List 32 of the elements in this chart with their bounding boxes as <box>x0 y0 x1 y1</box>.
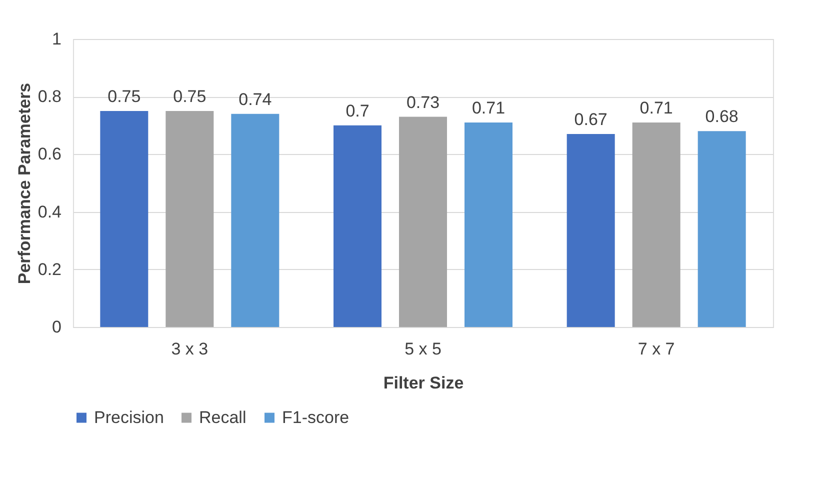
bar <box>100 111 148 327</box>
x-tick-label: 5 x 5 <box>404 340 442 358</box>
y-tick-label: 1 <box>52 30 62 48</box>
bar <box>632 122 680 327</box>
bar <box>231 114 280 327</box>
data-label: 0.75 <box>173 87 206 106</box>
data-label: 0.73 <box>406 92 440 112</box>
bar <box>698 131 746 327</box>
y-tick-label: 0.8 <box>38 87 62 106</box>
data-label: 0.75 <box>108 87 141 106</box>
legend-label: F1-score <box>282 408 350 427</box>
legend-label: Precision <box>94 408 164 427</box>
x-axis-title: Filter Size <box>383 374 464 392</box>
data-label: 0.74 <box>238 90 272 109</box>
legend-label: Recall <box>199 408 246 427</box>
bar <box>464 122 512 327</box>
bar <box>334 125 382 327</box>
x-tick-label: 3 x 3 <box>171 340 208 358</box>
y-tick-label: 0.6 <box>38 144 62 164</box>
y-tick-label: 0.2 <box>38 260 62 279</box>
data-label: 0.71 <box>640 98 673 118</box>
data-label: 0.68 <box>705 107 738 126</box>
y-tick-label: 0.4 <box>38 202 62 222</box>
data-label: 0.67 <box>574 110 608 130</box>
bar <box>566 134 615 327</box>
data-label: 0.7 <box>346 101 370 120</box>
bar <box>399 116 447 327</box>
y-axis-title: Performance Parameters <box>14 82 34 284</box>
y-tick-label: 0 <box>52 318 62 336</box>
bar <box>166 111 214 327</box>
x-tick-label: 7 x 7 <box>638 340 675 358</box>
data-label: 0.71 <box>472 98 506 118</box>
